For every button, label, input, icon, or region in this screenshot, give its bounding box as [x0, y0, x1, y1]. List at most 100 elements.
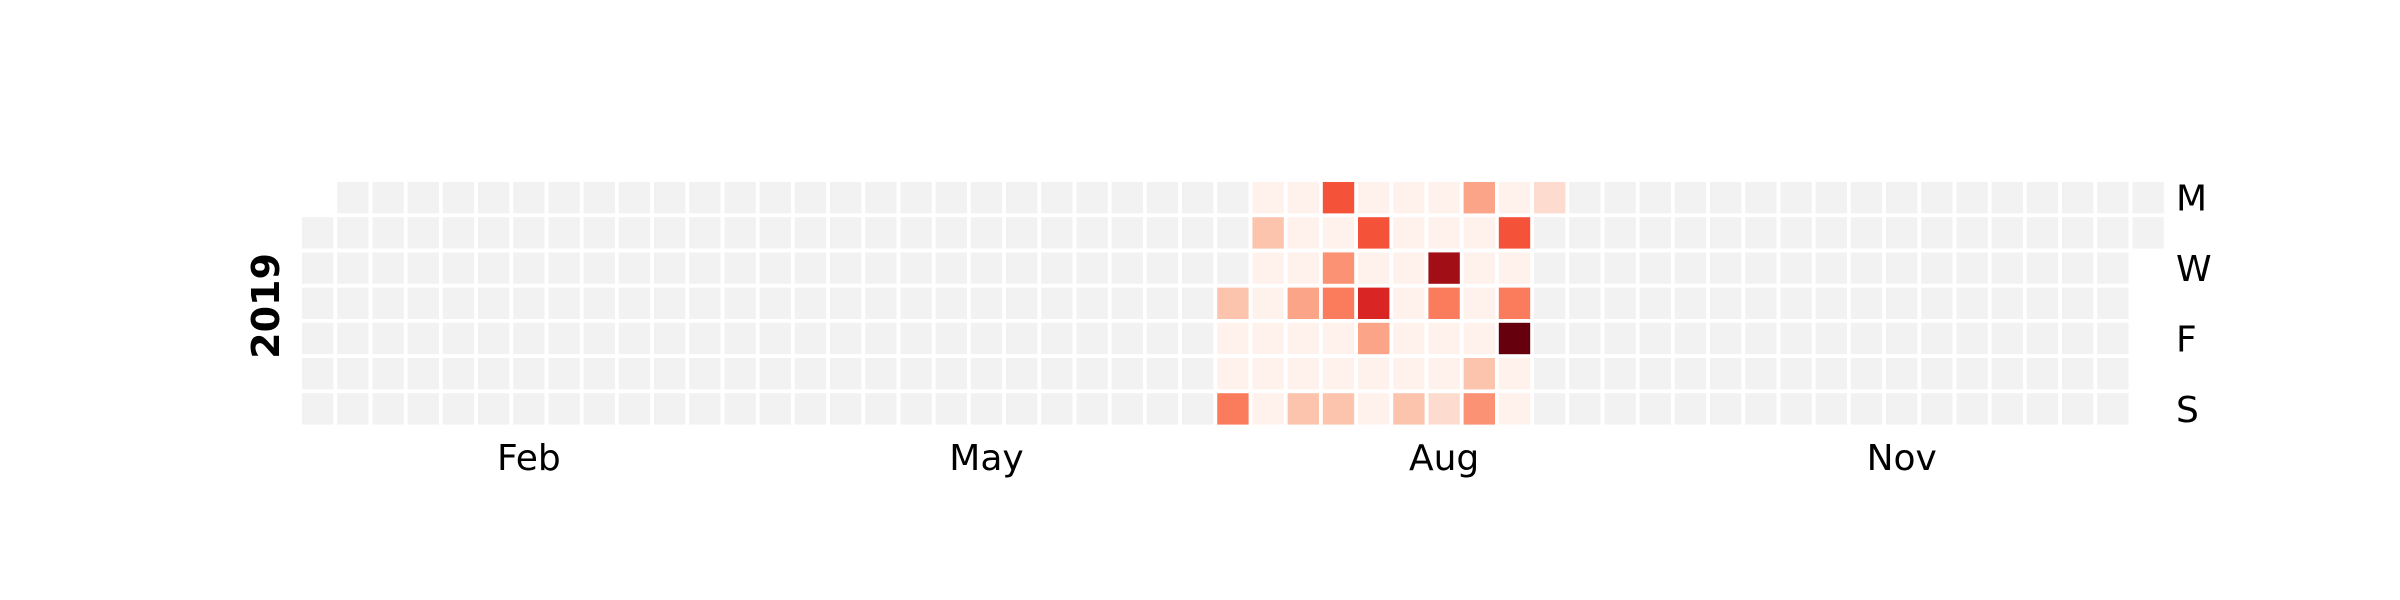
heatmap-cell-active [1252, 358, 1284, 390]
heatmap-cell-empty [1146, 358, 1179, 390]
heatmap-cell-active [1463, 252, 1495, 284]
heatmap-cell-active [1428, 393, 1460, 425]
heatmap-cell-empty [372, 287, 404, 319]
heatmap-cell-empty [1815, 287, 1847, 319]
heatmap-cell-empty [1780, 182, 1812, 214]
heatmap-cell-active [1322, 393, 1355, 425]
heatmap-cell-empty [1639, 217, 1671, 249]
heatmap-cell-empty [900, 252, 932, 284]
heatmap-cell-empty [724, 217, 756, 249]
heatmap-cell-empty [1111, 358, 1143, 390]
heatmap-cell-empty [1886, 252, 1918, 284]
heatmap-cell-empty [830, 182, 862, 214]
heatmap-cell-empty [548, 393, 580, 425]
heatmap-cell-empty [548, 217, 580, 249]
heatmap-cell-empty [513, 217, 545, 249]
heatmap-cell-empty [1569, 393, 1601, 425]
heatmap-cell-empty [583, 182, 615, 214]
heatmap-cell-empty [1639, 287, 1671, 319]
heatmap-cell-empty [513, 393, 545, 425]
heatmap-cell-empty [1886, 322, 1918, 355]
heatmap-cell-empty [302, 287, 334, 319]
heatmap-cell-empty [1006, 287, 1038, 319]
heatmap-cell-empty [1674, 287, 1707, 319]
heatmap-cell-empty [1991, 358, 2023, 390]
heatmap-cell-empty [583, 358, 615, 390]
heatmap-cell-active [1358, 217, 1390, 249]
heatmap-cell-empty [618, 252, 651, 284]
heatmap-cell-empty [1956, 182, 1988, 214]
heatmap-cell-empty [1534, 358, 1566, 390]
heatmap-cell-empty [1956, 358, 1988, 390]
heatmap-cell-empty [1146, 182, 1179, 214]
heatmap-cell-empty [1569, 287, 1601, 319]
heatmap-cell-empty [1780, 358, 1812, 390]
heatmap-cell-empty [865, 287, 897, 319]
heatmap-cell-empty [1041, 287, 1073, 319]
heatmap-cell-empty [478, 287, 510, 319]
heatmap-cell-empty [1041, 322, 1073, 355]
heatmap-cell-empty [2062, 358, 2094, 390]
heatmap-cell-empty [337, 217, 369, 249]
heatmap-cell-empty [1146, 217, 1179, 249]
heatmap-cell-empty [1745, 287, 1777, 319]
heatmap-cell-empty [1146, 287, 1179, 319]
heatmap-cell-empty [1674, 358, 1707, 390]
heatmap-cell-empty [1111, 287, 1143, 319]
heatmap-cell-empty [302, 393, 334, 425]
heatmap-cell-empty [1217, 252, 1249, 284]
heatmap-cell-empty [654, 252, 686, 284]
heatmap-cell-empty [1182, 322, 1214, 355]
heatmap-cell-empty [1569, 217, 1601, 249]
heatmap-cell-empty [1604, 217, 1636, 249]
heatmap-cell-empty [2097, 322, 2129, 355]
heatmap-cell-empty [442, 182, 475, 214]
heatmap-cell-empty [935, 358, 967, 390]
heatmap-cell-empty [478, 393, 510, 425]
heatmap-cell-empty [478, 322, 510, 355]
heatmap-cell-active [1322, 182, 1355, 214]
heatmap-cell-empty [1745, 217, 1777, 249]
heatmap-cell-empty [1146, 393, 1179, 425]
heatmap-cell-empty [1710, 393, 1742, 425]
heatmap-cell-empty [1780, 322, 1812, 355]
heatmap-cell-empty [2026, 322, 2059, 355]
heatmap-cell-empty [865, 393, 897, 425]
heatmap-cell-empty [548, 322, 580, 355]
heatmap-cell-empty [583, 322, 615, 355]
heatmap-cell-empty [900, 358, 932, 390]
heatmap-cell-empty [1639, 322, 1671, 355]
heatmap-cell-empty [970, 217, 1003, 249]
heatmap-cell-active [1322, 322, 1355, 355]
heatmap-cell-active [1463, 393, 1495, 425]
heatmap-cell-empty [865, 252, 897, 284]
heatmap-cell-active [1358, 358, 1390, 390]
heatmap-cell-empty [1815, 217, 1847, 249]
heatmap-cell-empty [1182, 217, 1214, 249]
heatmap-cell-active [1463, 182, 1495, 214]
heatmap-cell-empty [2097, 217, 2129, 249]
heatmap-cell-empty [372, 322, 404, 355]
heatmap-cell-empty [1604, 393, 1636, 425]
heatmap-cell-empty [1780, 287, 1812, 319]
heatmap-cell-empty [618, 217, 651, 249]
heatmap-cell-active [1252, 393, 1284, 425]
heatmap-cell-empty [794, 252, 827, 284]
heatmap-cell-active [1358, 393, 1390, 425]
heatmap-cell-empty [759, 182, 791, 214]
heatmap-cell-empty [794, 322, 827, 355]
heatmap-cell-empty [1815, 252, 1847, 284]
heatmap-cell-empty [478, 217, 510, 249]
heatmap-cell-empty [1921, 322, 1953, 355]
heatmap-cell-empty [442, 322, 475, 355]
heatmap-cell-empty [618, 393, 651, 425]
heatmap-cell-empty [513, 358, 545, 390]
heatmap-cell-active [1287, 217, 1319, 249]
heatmap-cell-empty [2026, 252, 2059, 284]
heatmap-cell-empty [548, 358, 580, 390]
heatmap-cell-empty [1886, 287, 1918, 319]
heatmap-cell-empty [2062, 182, 2094, 214]
heatmap-cell-empty [337, 393, 369, 425]
heatmap-cell-active [1217, 393, 1249, 425]
